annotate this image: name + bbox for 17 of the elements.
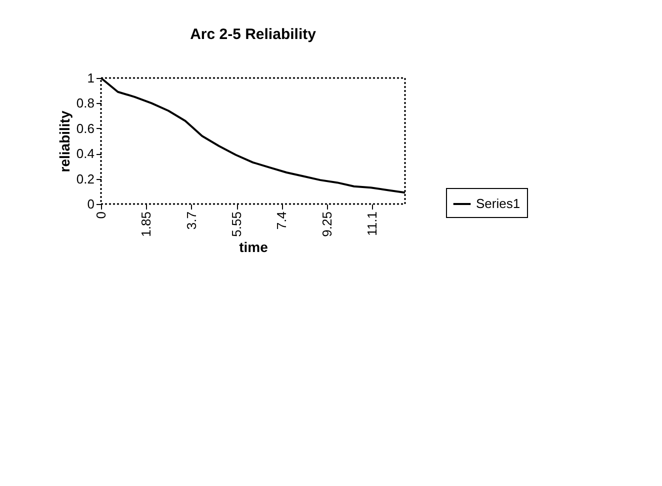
y-tick-label: 0 <box>87 196 94 212</box>
y-tick-label: 0.8 <box>76 96 94 111</box>
y-tick-label: 0.4 <box>76 146 94 162</box>
x-tick-label: 7.4 <box>274 212 290 230</box>
x-tick-label: 9.25 <box>319 212 334 237</box>
chart-title: Arc 2-5 Reliability <box>190 26 317 43</box>
y-tick-label: 1 <box>87 70 94 86</box>
y-axis-title: reliability <box>56 110 72 172</box>
x-tick-label: 11.1 <box>364 212 380 236</box>
x-tick-label: 5.55 <box>229 212 244 237</box>
legend-label: Series1 <box>476 196 520 211</box>
x-tick-label: 3.7 <box>184 212 199 230</box>
y-tick-label: 0.6 <box>76 120 94 136</box>
x-tick-label: 1.85 <box>138 212 154 237</box>
y-tick-label: 0.2 <box>76 171 94 186</box>
x-axis-title: time <box>239 238 268 255</box>
x-tick-label: 0 <box>94 212 108 219</box>
